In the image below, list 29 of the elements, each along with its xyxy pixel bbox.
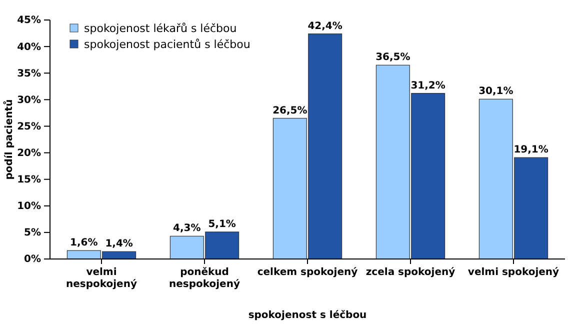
y-tick-label: 20% xyxy=(17,148,41,159)
data-label: 30,1% xyxy=(478,86,514,98)
legend-label: spokojenost pacientů s léčbou xyxy=(84,38,250,51)
data-label: 1,4% xyxy=(105,238,133,250)
data-label: 4,3% xyxy=(173,223,201,234)
x-tick-label: velmi spokojený xyxy=(468,267,560,278)
data-label: 1,6% xyxy=(70,238,98,248)
y-tick-label: 45% xyxy=(17,15,41,26)
y-tick-label: 25% xyxy=(17,121,41,132)
x-tick-label: poněkud nespokojený xyxy=(169,267,240,290)
x-tick-label: zcela spokojený xyxy=(366,267,456,278)
data-label: 5,1% xyxy=(208,218,236,230)
x-tick-label: velmi nespokojený xyxy=(66,267,138,290)
y-tick-label: 35% xyxy=(17,68,41,80)
y-tick-label: 15% xyxy=(17,174,41,186)
x-tick-label: celkem spokojený xyxy=(257,267,358,278)
data-label: 26,5% xyxy=(272,105,308,116)
y-tick-label: 0% xyxy=(24,254,41,266)
legend-label: spokojenost lékařů s léčbou xyxy=(84,22,237,35)
data-label: 31,2% xyxy=(410,80,446,92)
x-axis-title: spokojenost s léčbou xyxy=(248,310,367,321)
y-tick-label: 40% xyxy=(17,42,41,53)
data-label: 36,5% xyxy=(376,52,410,64)
data-label: 19,1% xyxy=(514,144,548,156)
y-tick-label: 5% xyxy=(24,228,41,239)
y-tick-label: 10% xyxy=(17,201,41,212)
y-axis-title: podíl pacientů xyxy=(3,99,15,180)
data-label: 42,4% xyxy=(308,20,342,32)
y-tick-label: 30% xyxy=(17,94,41,106)
